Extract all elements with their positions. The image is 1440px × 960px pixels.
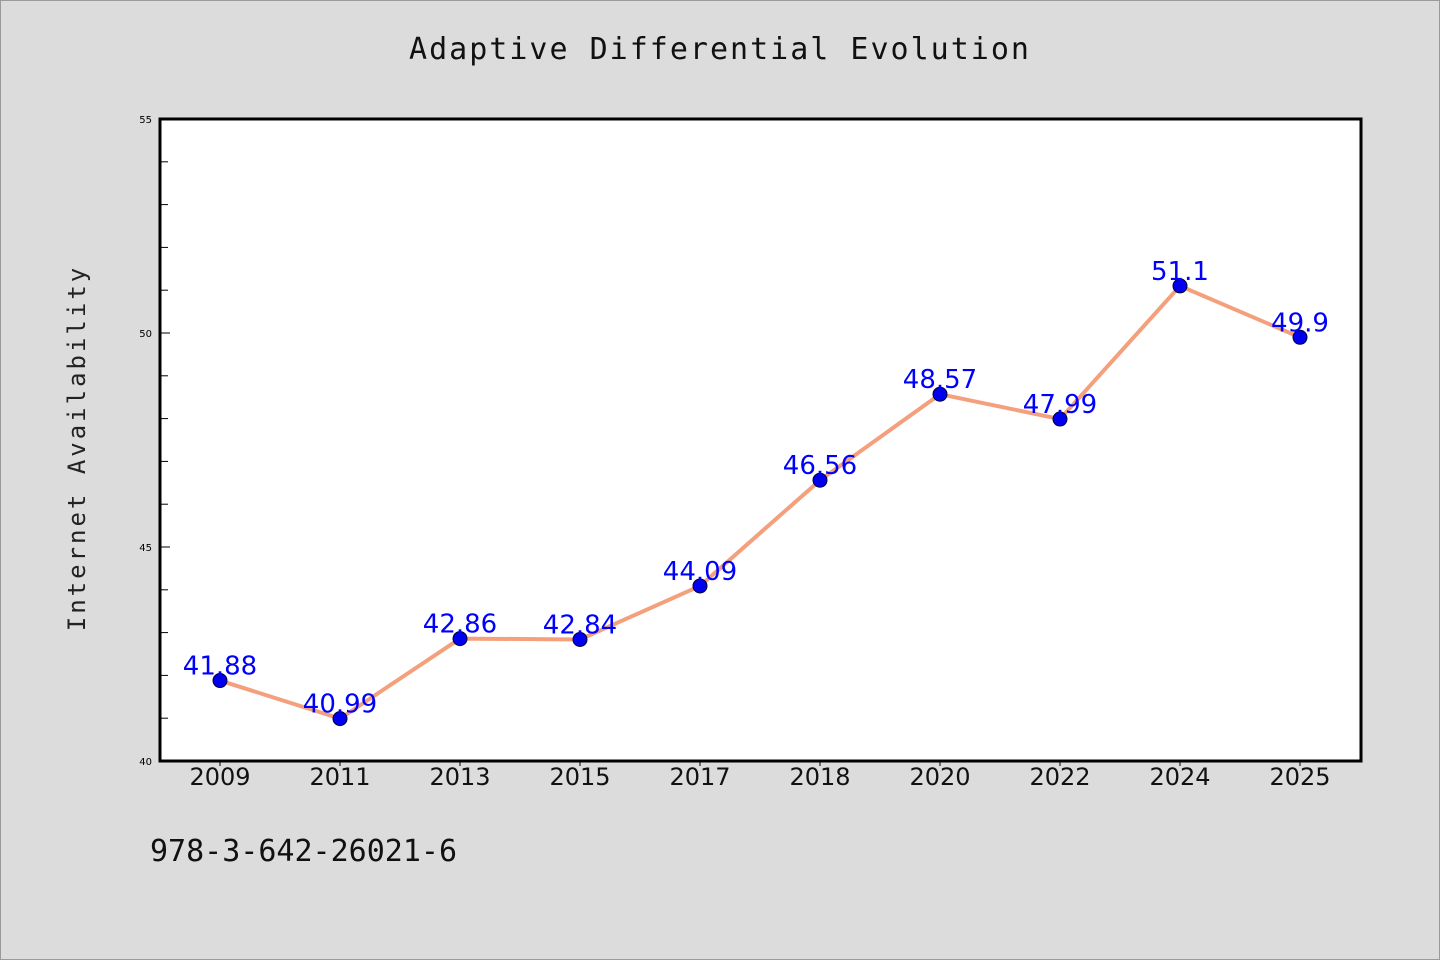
data-label: 49.9	[1271, 308, 1329, 338]
data-label: 48.57	[903, 365, 977, 395]
plot-border	[158, 117, 1363, 763]
series-line	[218, 283, 1302, 721]
y-tick-label: 50	[139, 329, 152, 340]
x-tick-label: 2015	[549, 763, 610, 791]
data-point	[692, 578, 708, 594]
x-tick-label: 2025	[1269, 763, 1330, 791]
data-label: 41.88	[183, 652, 257, 682]
data-label: 44.09	[663, 557, 737, 587]
data-label: 51.1	[1151, 257, 1209, 287]
footer-code: 978-3-642-26021-6	[150, 834, 458, 869]
x-tick-label: 2009	[189, 763, 250, 791]
data-label: 40.99	[303, 690, 377, 720]
data-label: 46.56	[783, 451, 857, 481]
data-point	[1292, 329, 1308, 345]
x-tick-label: 2017	[669, 763, 730, 791]
data-point	[812, 472, 828, 488]
data-point	[212, 673, 228, 689]
y-tick-label: 40	[139, 757, 152, 768]
data-point	[932, 386, 948, 402]
x-tick-label: 2013	[429, 763, 490, 791]
data-point	[332, 711, 348, 727]
x-tick-label: 2011	[309, 763, 370, 791]
chart-title: Adaptive Differential Evolution	[409, 32, 1031, 67]
y-tick-label: 55	[139, 115, 152, 126]
x-tick-label: 2024	[1149, 763, 1210, 791]
x-tick-label: 2018	[789, 763, 850, 791]
data-point	[452, 631, 468, 647]
data-label: 47.99	[1023, 390, 1097, 420]
data-label: 42.84	[543, 610, 617, 640]
x-tick-label: 2022	[1029, 763, 1090, 791]
data-point	[1052, 411, 1068, 427]
x-tick-label: 2020	[909, 763, 970, 791]
y-tick-label: 45	[139, 543, 152, 554]
data-label: 42.86	[423, 610, 497, 640]
data-point	[1172, 278, 1188, 294]
data-point	[572, 631, 588, 647]
plot-background	[160, 119, 1361, 761]
